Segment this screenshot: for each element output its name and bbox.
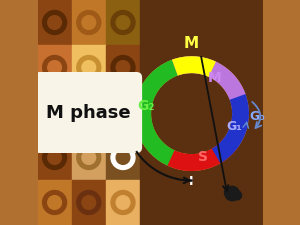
- Text: G₂: G₂: [137, 99, 154, 112]
- Circle shape: [48, 196, 62, 209]
- Circle shape: [111, 101, 135, 124]
- Bar: [38, 180, 72, 225]
- Circle shape: [43, 56, 67, 79]
- Text: M phase: M phase: [46, 104, 130, 122]
- Bar: [38, 90, 72, 135]
- Circle shape: [224, 189, 232, 196]
- Text: M: M: [208, 71, 221, 85]
- Circle shape: [43, 191, 67, 214]
- Circle shape: [77, 11, 101, 34]
- Bar: [106, 180, 140, 225]
- Text: G₀: G₀: [249, 110, 265, 124]
- Circle shape: [225, 186, 239, 201]
- Circle shape: [82, 151, 96, 164]
- Circle shape: [82, 196, 96, 209]
- Circle shape: [82, 16, 96, 29]
- Bar: [72, 135, 106, 180]
- Circle shape: [116, 16, 130, 29]
- Circle shape: [48, 151, 62, 164]
- Circle shape: [116, 151, 130, 164]
- Circle shape: [43, 11, 67, 34]
- Circle shape: [48, 61, 62, 74]
- Bar: [106, 90, 140, 135]
- Wedge shape: [134, 56, 249, 171]
- Circle shape: [48, 106, 62, 119]
- Bar: [106, 0, 140, 45]
- Wedge shape: [172, 56, 245, 100]
- Circle shape: [82, 106, 96, 119]
- Circle shape: [111, 11, 135, 34]
- Bar: [72, 90, 106, 135]
- Circle shape: [111, 56, 135, 79]
- Circle shape: [111, 191, 135, 214]
- Circle shape: [116, 61, 130, 74]
- Circle shape: [77, 191, 101, 214]
- Circle shape: [77, 101, 101, 124]
- Wedge shape: [212, 89, 249, 163]
- Circle shape: [232, 191, 242, 200]
- Circle shape: [48, 16, 62, 29]
- Circle shape: [116, 196, 130, 209]
- Wedge shape: [134, 60, 178, 168]
- Circle shape: [111, 146, 135, 169]
- Text: I: I: [189, 175, 194, 188]
- Circle shape: [82, 61, 96, 74]
- Bar: [38, 45, 72, 90]
- Bar: [72, 45, 106, 90]
- Circle shape: [43, 101, 67, 124]
- Bar: [38, 0, 72, 45]
- Bar: [38, 135, 72, 180]
- Text: S: S: [198, 150, 208, 164]
- Bar: [72, 0, 106, 45]
- FancyBboxPatch shape: [34, 72, 142, 153]
- Bar: [106, 45, 140, 90]
- Text: M: M: [184, 36, 199, 51]
- Bar: [140, 0, 262, 225]
- Circle shape: [77, 56, 101, 79]
- Bar: [72, 180, 106, 225]
- Wedge shape: [167, 137, 238, 171]
- Circle shape: [116, 106, 130, 119]
- Circle shape: [77, 146, 101, 169]
- Circle shape: [43, 146, 67, 169]
- Wedge shape: [172, 56, 216, 77]
- Bar: [106, 135, 140, 180]
- Text: G₁: G₁: [226, 120, 242, 133]
